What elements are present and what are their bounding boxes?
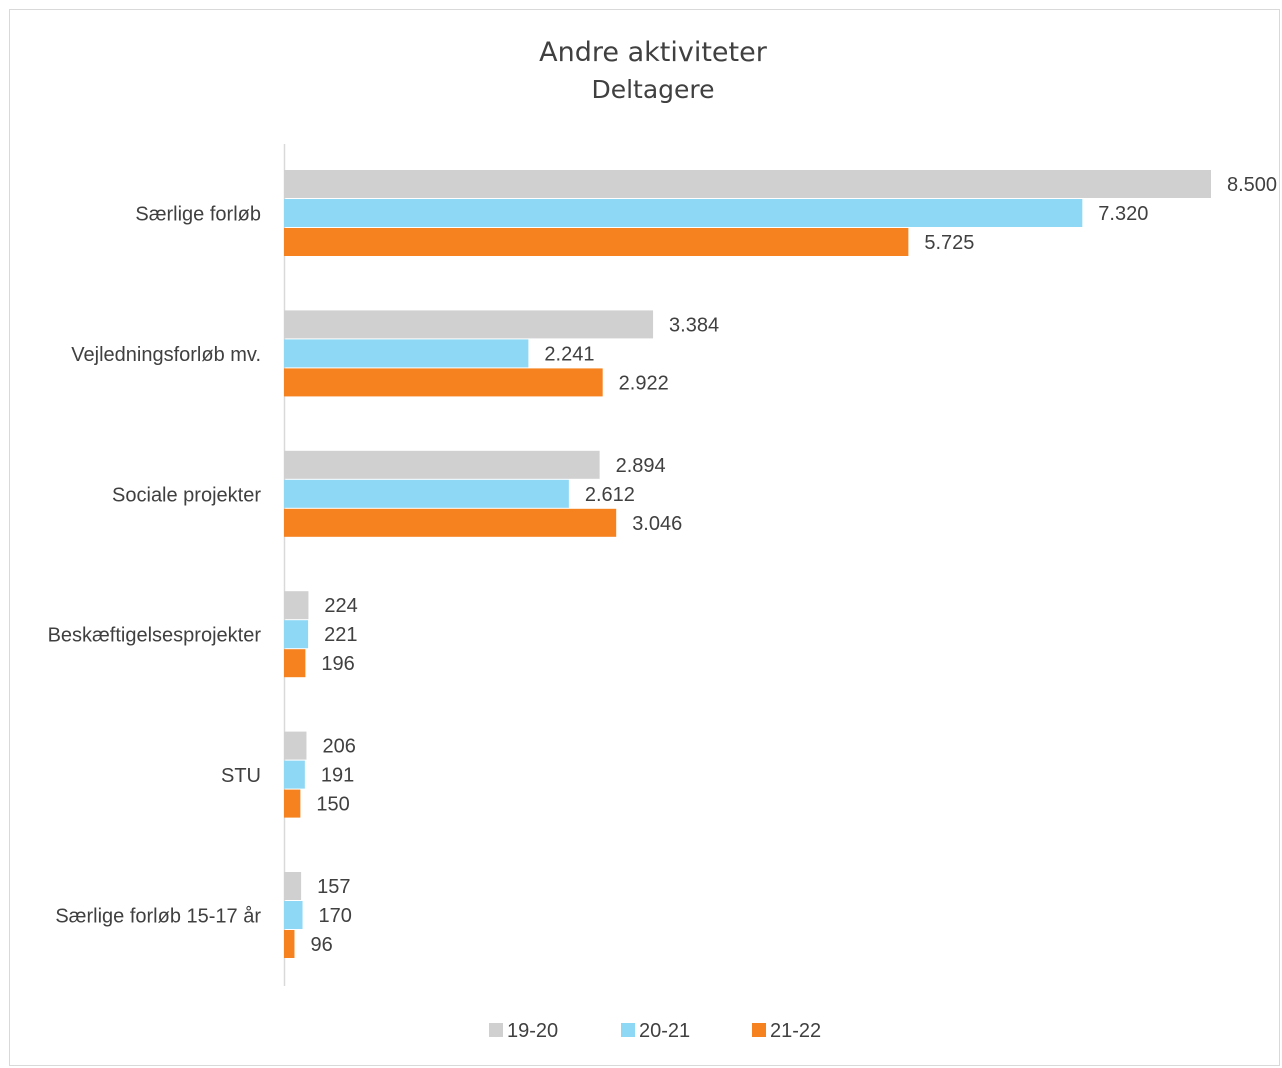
category-label-stu: STU (221, 765, 261, 787)
data-label-besk-ftigelsesprojekter-20-21: 221 (324, 624, 357, 646)
data-label-sociale-projekter-19-20: 2.894 (616, 455, 666, 477)
data-label-stu-21-22: 150 (316, 794, 349, 816)
data-label-s-rlige-forl-b-19-20: 8.500 (1227, 174, 1277, 196)
bar-vejledningsforl-b-mv-20-21 (284, 339, 529, 368)
bar-besk-ftigelsesprojekter-19-20 (284, 591, 309, 620)
category-labels-layer: Særlige forløb Vejledningsforløb mv. Socia… (48, 204, 262, 928)
bar-sociale-projekter-20-21 (284, 479, 569, 508)
data-label-sociale-projekter-21-22: 3.046 (632, 513, 682, 535)
bars-layer (284, 170, 1211, 958)
data-label-stu-20-21: 191 (321, 765, 354, 787)
data-label-s-rlige-forl-b-15-17-a-r-21-22: 96 (310, 934, 332, 956)
value-labels-layer: 8.500 7.320 5.725 3.384 2.241 2.922 2.894 2.612… (310, 174, 1277, 956)
data-label-s-rlige-forl-b-15-17-a-r-19-20: 157 (317, 876, 350, 898)
bar-s-rlige-forl-b-19-20 (284, 170, 1211, 198)
chart-subtitle: Deltagere (591, 75, 714, 104)
bar-stu-20-21 (284, 760, 305, 789)
bar-vejledningsforl-b-mv-19-20 (284, 310, 654, 339)
legend-label-19-20: 19-20 (507, 1020, 558, 1042)
chart-title: Andre aktiviteter (539, 37, 768, 68)
legend-swatch-21-22 (752, 1023, 766, 1037)
category-label-besk-ftigelsesprojekter: Beskæftigelsesprojekter (48, 625, 262, 647)
bar-s-rlige-forl-b-20-21 (284, 199, 1083, 227)
legend-label-20-21: 20-21 (639, 1020, 690, 1042)
bar-stu-19-20 (284, 731, 307, 760)
legend-swatch-20-21 (621, 1023, 635, 1037)
bar-vejledningsforl-b-mv-21-22 (284, 368, 603, 397)
bar-besk-ftigelsesprojekter-21-22 (284, 649, 306, 678)
data-label-s-rlige-forl-b-20-21: 7.320 (1098, 203, 1148, 225)
bar-s-rlige-forl-b-15-17-a-r-19-20 (284, 872, 302, 900)
bar-sociale-projekter-21-22 (284, 508, 617, 537)
legend: 19-20 20-21 21-22 (489, 1020, 821, 1042)
bar-s-rlige-forl-b-21-22 (284, 228, 909, 256)
data-label-sociale-projekter-20-21: 2.612 (585, 484, 635, 506)
category-label-vejledningsforl-b-mv: Vejledningsforløb mv. (71, 344, 261, 366)
category-label-sociale-projekter: Sociale projekter (112, 484, 261, 506)
category-label-s-rlige-forl-b-15-17-a-r: Særlige forløb 15-17 år (55, 906, 261, 928)
bar-sociale-projekter-19-20 (284, 450, 600, 479)
data-label-vejledningsforl-b-mv-19-20: 3.384 (669, 314, 719, 336)
bar-stu-21-22 (284, 789, 301, 818)
data-label-besk-ftigelsesprojekter-19-20: 224 (324, 595, 357, 617)
data-label-stu-19-20: 206 (322, 736, 355, 758)
data-label-vejledningsforl-b-mv-20-21: 2.241 (544, 343, 594, 365)
data-label-s-rlige-forl-b-21-22: 5.725 (924, 232, 974, 254)
legend-label-21-22: 21-22 (770, 1020, 821, 1042)
bar-s-rlige-forl-b-15-17-a-r-20-21 (284, 901, 303, 929)
legend-swatch-19-20 (489, 1023, 503, 1037)
bar-besk-ftigelsesprojekter-20-21 (284, 620, 309, 649)
data-label-vejledningsforl-b-mv-21-22: 2.922 (619, 372, 669, 394)
category-label-s-rlige-forl-b: Særlige forløb (135, 204, 261, 226)
bar-s-rlige-forl-b-15-17-a-r-21-22 (284, 930, 295, 958)
data-label-besk-ftigelsesprojekter-21-22: 196 (321, 653, 354, 675)
data-label-s-rlige-forl-b-15-17-a-r-20-21: 170 (319, 905, 352, 927)
